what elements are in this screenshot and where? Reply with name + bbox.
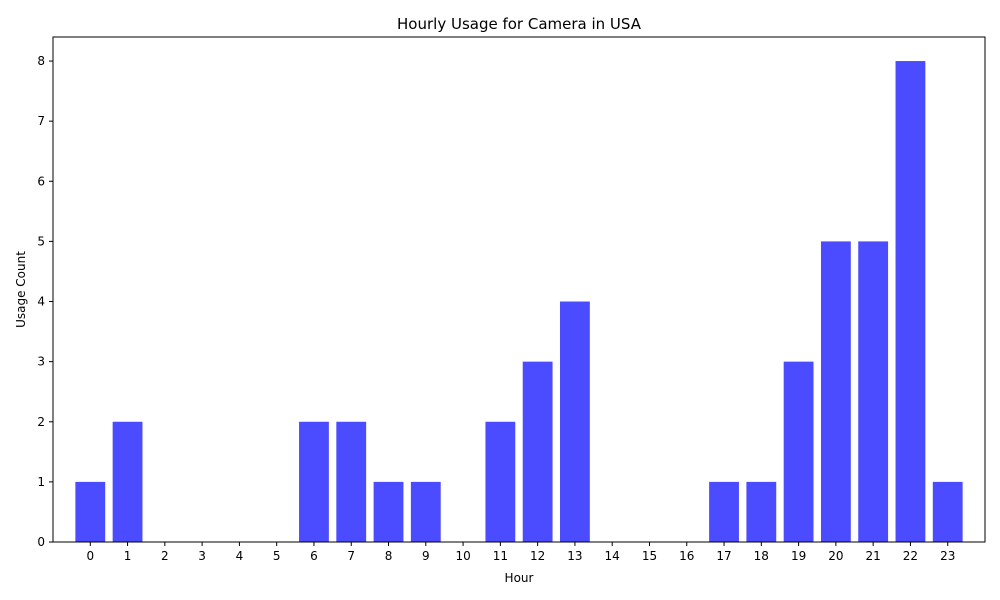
y-tick-label: 6: [37, 174, 45, 188]
x-tick-label: 16: [679, 549, 694, 563]
x-tick-label: 6: [310, 549, 318, 563]
bar-hour-8: [373, 481, 404, 542]
bar-hour-7: [336, 421, 367, 542]
x-tick-label: 22: [903, 549, 918, 563]
y-tick-label: 3: [37, 355, 45, 369]
x-tick-label: 7: [347, 549, 355, 563]
bar-hour-12: [522, 361, 553, 542]
bar-hour-18: [746, 481, 777, 542]
bar-hour-23: [932, 481, 963, 542]
y-axis-ticks: 0 1 2 3 4 5 6 7 8: [37, 54, 53, 549]
y-tick-label: 7: [37, 114, 45, 128]
x-tick-label: 5: [273, 549, 281, 563]
bar-hour-0: [75, 481, 106, 542]
x-tick-label: 3: [198, 549, 206, 563]
bar-hour-11: [485, 421, 516, 542]
bar-hour-19: [783, 361, 814, 542]
bar-hour-6: [299, 421, 329, 542]
x-tick-label: 19: [791, 549, 806, 563]
bar-hour-9: [410, 481, 441, 542]
x-tick-label: 15: [642, 549, 657, 563]
bar-hour-21: [858, 241, 889, 542]
x-axis-title: Hour: [505, 571, 534, 585]
x-tick-label: 1: [124, 549, 132, 563]
y-tick-label: 8: [37, 54, 45, 68]
x-tick-label: 18: [754, 549, 769, 563]
x-tick-label: 13: [567, 549, 582, 563]
x-tick-label: 21: [866, 549, 881, 563]
x-tick-label: 14: [605, 549, 620, 563]
x-tick-label: 8: [385, 549, 393, 563]
bar-hour-20: [820, 241, 851, 542]
y-tick-label: 1: [37, 475, 45, 489]
bar-hour-17: [709, 481, 739, 542]
x-tick-label: 0: [86, 549, 94, 563]
y-tick-label: 5: [37, 234, 45, 248]
bar-hour-22: [895, 61, 926, 543]
x-tick-label: 10: [455, 549, 470, 563]
x-tick-label: 20: [828, 549, 843, 563]
y-tick-label: 2: [37, 415, 45, 429]
x-tick-label: 11: [493, 549, 508, 563]
x-tick-label: 23: [940, 549, 955, 563]
x-tick-label: 2: [161, 549, 169, 563]
x-tick-label: 9: [422, 549, 430, 563]
x-tick-label: 17: [716, 549, 731, 563]
chart-title: Hourly Usage for Camera in USA: [397, 15, 642, 33]
y-tick-label: 4: [37, 295, 45, 309]
x-tick-label: 12: [530, 549, 545, 563]
x-tick-label: 4: [236, 549, 244, 563]
bar-hour-1: [112, 421, 143, 542]
plot-frame: [52, 36, 986, 543]
bars: [75, 61, 963, 543]
y-tick-label: 0: [37, 535, 45, 549]
bar-hour-13: [560, 301, 590, 542]
x-axis-ticks: 0 1 2 3 4 5 6 7 8 9 10 11 12 13 14 15 16 17 18 19 20 21 22 23: [86, 542, 955, 563]
y-axis-title: Usage Count: [14, 251, 28, 328]
